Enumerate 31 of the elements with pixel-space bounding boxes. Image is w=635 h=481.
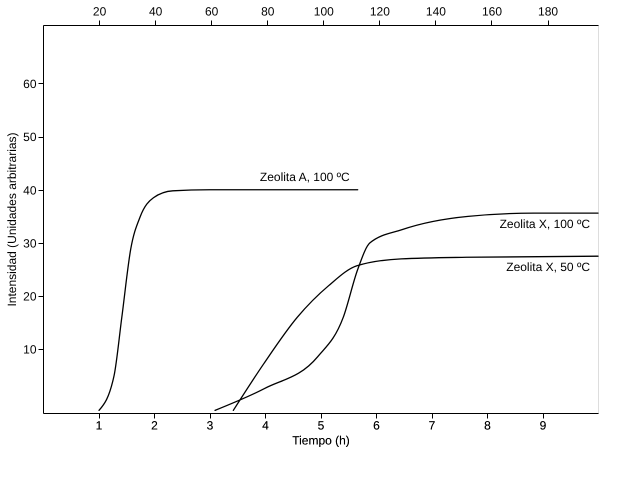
y-tick-label: 40 <box>23 183 37 198</box>
x2-tick-label: 180 <box>538 4 558 18</box>
y-tick-label: 30 <box>23 236 37 250</box>
x-tick-label: 1 <box>96 418 103 432</box>
line-series <box>98 189 358 411</box>
x-tick-label: 4 <box>262 418 270 432</box>
y-tick-label: 60 <box>23 76 37 91</box>
x2-tick-label: 80 <box>261 4 275 18</box>
x2-tick-label: 20 <box>92 4 107 18</box>
x2-tick-label: 160 <box>482 4 502 18</box>
x-tick-label: 2 <box>151 418 158 432</box>
x2-tick-label: 140 <box>426 4 446 18</box>
x-tick-label: 7 <box>428 418 436 432</box>
series-label: Zeolita X, 50 ºC <box>506 260 590 274</box>
series-label: Zeolita X, 100 ºC <box>500 217 590 232</box>
x-tick-label: 8 <box>484 418 492 432</box>
y-tick-label: 20 <box>23 290 37 304</box>
x2-tick-label: 100 <box>314 4 334 18</box>
x2-tick-label: 40 <box>148 4 163 18</box>
x-tick-label: 3 <box>206 418 214 432</box>
x-tick-label: 6 <box>373 418 380 432</box>
line-series <box>214 212 599 411</box>
x2-tick-label: 120 <box>370 4 390 18</box>
y-axis-title: Intensidad (Unidades arbitrarias) <box>5 132 20 307</box>
x-axis-title: Tiempo (h) <box>292 434 350 448</box>
x2-tick-label: 60 <box>205 4 219 18</box>
x-tick-label: 9 <box>540 418 547 432</box>
y-tick-label: 10 <box>23 342 37 357</box>
x-tick-label: 5 <box>318 418 325 432</box>
series-label: Zeolita A, 100 ºC <box>260 170 350 184</box>
y-tick-label: 50 <box>23 130 37 144</box>
